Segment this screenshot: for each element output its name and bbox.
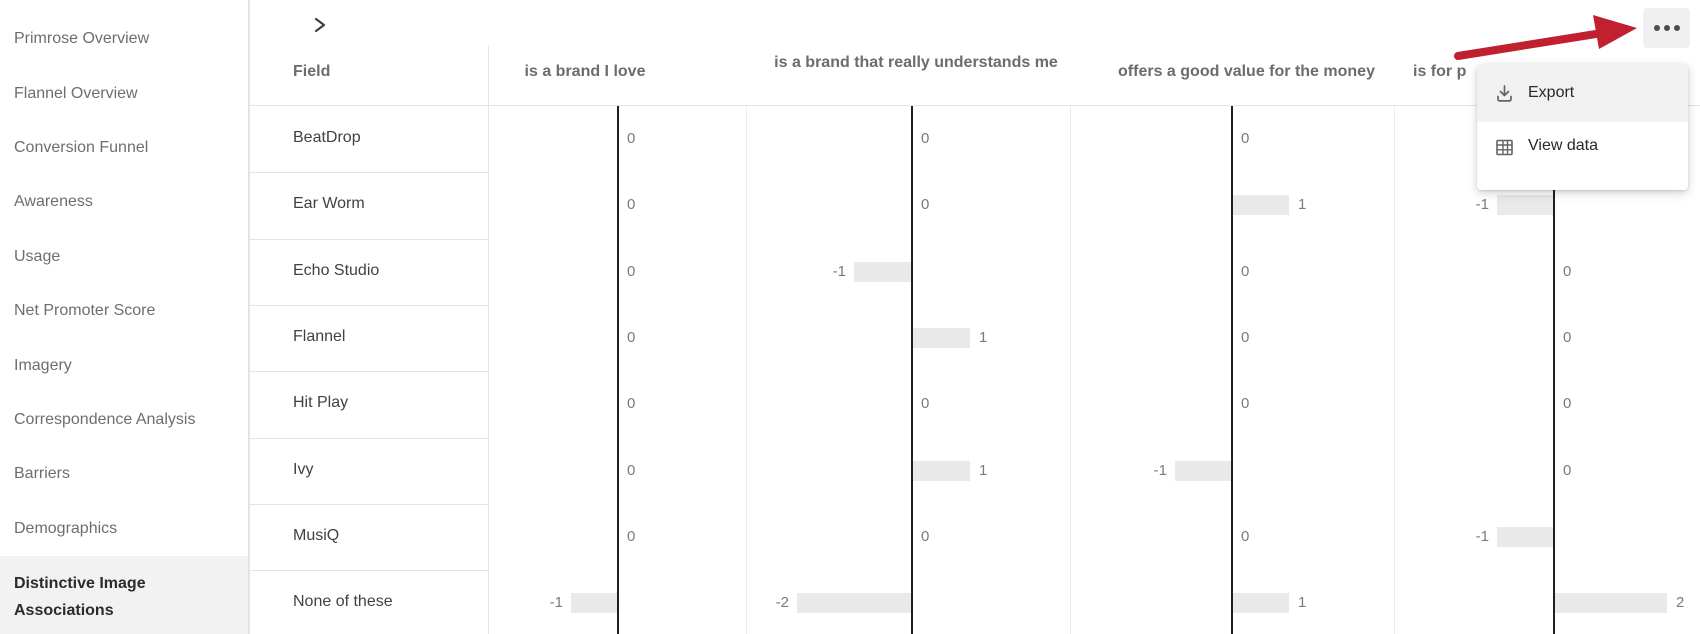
sidebar-item-primrose-overview[interactable]: Primrose Overview bbox=[14, 30, 150, 48]
bar-value-label: 0 bbox=[921, 130, 930, 147]
bar-value-label: 0 bbox=[1563, 395, 1572, 413]
sidebar-item-awareness[interactable]: Awareness bbox=[14, 193, 93, 211]
column-header-3: offers a good value for the money bbox=[1118, 63, 1375, 80]
row-separator bbox=[250, 304, 488, 306]
widget-options-menu: Export View data bbox=[1477, 64, 1688, 190]
bar-value-label: -1 bbox=[1153, 461, 1167, 479]
sidebar-item-conversion-funnel[interactable]: Conversion Funnel bbox=[14, 138, 149, 156]
field-column-divider bbox=[488, 45, 489, 634]
collapse-sidebar-button[interactable] bbox=[305, 12, 335, 42]
sidebar-item-imagery[interactable]: Imagery bbox=[14, 356, 72, 374]
bar-value-label: 0 bbox=[627, 328, 636, 346]
column-divider-3 bbox=[1394, 106, 1395, 634]
sidebar-item-flannel-overview[interactable]: Flannel Overview bbox=[14, 84, 138, 102]
row-label: None of these bbox=[293, 593, 393, 611]
bar-value-label: 0 bbox=[1241, 527, 1250, 545]
bar-value-label: 0 bbox=[921, 527, 930, 545]
row-label: Hit Play bbox=[293, 394, 349, 412]
bar-value-label: 0 bbox=[627, 395, 636, 413]
bar-value-label: 0 bbox=[627, 262, 636, 280]
sidebar-item-net-promoter-score[interactable]: Net Promoter Score bbox=[14, 302, 156, 320]
sidebar-item-barriers[interactable]: Barriers bbox=[14, 465, 71, 483]
bar-negative bbox=[571, 593, 617, 614]
bar-value-label: 1 bbox=[1298, 594, 1307, 612]
bar-value-label: 0 bbox=[1241, 262, 1250, 280]
bar-positive bbox=[1555, 593, 1667, 614]
row-separator bbox=[250, 437, 488, 439]
bar-value-label: 0 bbox=[921, 395, 930, 413]
menu-item-export[interactable]: Export bbox=[1477, 64, 1688, 122]
bar-value-label: 1 bbox=[979, 461, 988, 479]
column-divider-1 bbox=[746, 106, 747, 634]
bar-value-label: -1 bbox=[1475, 196, 1489, 214]
header-underline bbox=[250, 105, 1700, 106]
sidebar-divider bbox=[248, 0, 250, 634]
sidebar-item-distinctive-image-associations[interactable]: Distinctive Image Associations bbox=[0, 555, 248, 634]
bar-value-label: -2 bbox=[775, 594, 789, 612]
zero-axis-column-3 bbox=[1231, 106, 1233, 634]
report-sidebar: Primrose Overview Flannel Overview Convers… bbox=[0, 0, 248, 634]
download-icon bbox=[1494, 83, 1515, 104]
bar-value-label: 0 bbox=[627, 130, 636, 147]
row-label: Ear Worm bbox=[293, 195, 365, 213]
bar-value-label: -1 bbox=[832, 262, 846, 280]
row-separator bbox=[250, 371, 488, 373]
column-divider-2 bbox=[1070, 106, 1071, 634]
row-label: Echo Studio bbox=[293, 261, 380, 279]
bar-value-label: 0 bbox=[1241, 395, 1250, 413]
sidebar-item-correspondence-analysis[interactable]: Correspondence Analysis bbox=[14, 410, 196, 428]
column-header-1: is a brand I love bbox=[524, 63, 646, 80]
bar-value-label: 0 bbox=[1241, 328, 1250, 346]
row-separator bbox=[250, 503, 488, 505]
menu-item-label: View data bbox=[1528, 137, 1598, 154]
row-separator bbox=[250, 238, 488, 240]
bar-value-label: 1 bbox=[1298, 196, 1307, 214]
bar-positive bbox=[913, 327, 970, 348]
bar-value-label: 0 bbox=[1563, 328, 1572, 346]
bar-value-label: 0 bbox=[1563, 461, 1572, 479]
widget-options-button[interactable] bbox=[1643, 8, 1690, 48]
bar-negative bbox=[1497, 195, 1553, 216]
bar-value-label: 0 bbox=[1563, 262, 1572, 280]
bar-value-label: -1 bbox=[1475, 527, 1489, 545]
row-separator bbox=[250, 172, 488, 174]
bar-negative bbox=[854, 261, 911, 282]
bar-positive bbox=[1233, 593, 1289, 614]
bar-value-label: 0 bbox=[921, 196, 930, 214]
sidebar-item-demographics[interactable]: Demographics bbox=[14, 519, 118, 537]
menu-item-label: Export bbox=[1528, 84, 1575, 101]
column-header-4: is for p bbox=[1413, 63, 1467, 80]
ellipsis-icon bbox=[1653, 25, 1680, 31]
bar-value-label: 0 bbox=[627, 196, 636, 214]
zero-axis-column-1 bbox=[617, 106, 619, 634]
bar-positive bbox=[913, 460, 970, 481]
bar-value-label: -1 bbox=[549, 594, 563, 612]
row-label: MusiQ bbox=[293, 526, 340, 544]
column-header-field: Field bbox=[293, 63, 331, 80]
chevron-right-icon bbox=[313, 16, 327, 39]
row-label: Ivy bbox=[293, 460, 314, 478]
bar-value-label: 0 bbox=[627, 527, 636, 545]
row-label: BeatDrop bbox=[293, 129, 361, 146]
bar-value-label: 0 bbox=[1241, 130, 1250, 147]
bar-value-label: 0 bbox=[627, 461, 636, 479]
column-header-2: is a brand that really understands me bbox=[774, 54, 1058, 71]
row-separator bbox=[250, 570, 488, 572]
bar-negative bbox=[1497, 526, 1553, 547]
bar-negative bbox=[797, 593, 911, 614]
bar-value-label: 2 bbox=[1676, 594, 1685, 612]
menu-item-view-data[interactable]: View data bbox=[1477, 122, 1688, 190]
bar-negative bbox=[1175, 460, 1231, 481]
table-icon bbox=[1494, 137, 1515, 158]
sidebar-item-usage[interactable]: Usage bbox=[14, 247, 61, 265]
bar-value-label: 1 bbox=[979, 328, 988, 346]
zero-axis-column-2 bbox=[911, 106, 913, 634]
bar-positive bbox=[1233, 195, 1289, 216]
row-label: Flannel bbox=[293, 327, 346, 345]
zero-axis-column-4 bbox=[1553, 106, 1555, 634]
